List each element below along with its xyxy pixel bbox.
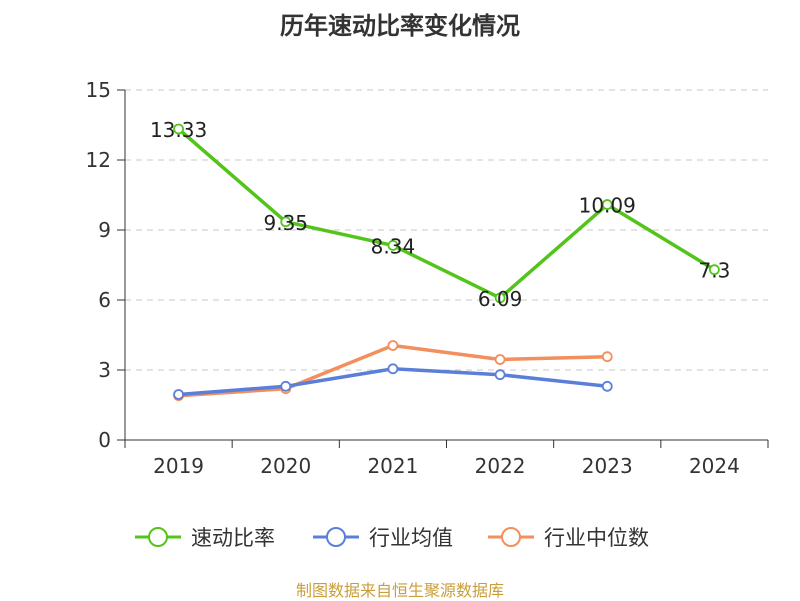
series-line-1 bbox=[177, 127, 716, 300]
data-point bbox=[173, 123, 184, 135]
data-point bbox=[494, 354, 506, 365]
legend: 速动比率 行业均值 行业中位数 bbox=[135, 526, 649, 550]
legend-label: 行业均值 bbox=[369, 526, 453, 550]
y-tick-label: 3 bbox=[98, 358, 111, 382]
x-tick-label: 2023 bbox=[582, 454, 633, 478]
chart-title: 历年速动比率变化情况 bbox=[280, 12, 520, 40]
legend-marker bbox=[326, 527, 346, 547]
y-tick-label: 0 bbox=[98, 428, 111, 452]
data-point bbox=[280, 380, 292, 392]
data-point bbox=[601, 380, 613, 392]
source-note: 制图数据来自恒生聚源数据库 bbox=[295, 581, 504, 600]
data-point bbox=[387, 363, 399, 375]
data-point bbox=[601, 199, 613, 210]
axes: 0 3 6 9 12 15 2019 2020 2021 2022 2023 2024 bbox=[86, 78, 769, 478]
x-tick-label: 2020 bbox=[260, 454, 311, 478]
data-point bbox=[387, 340, 399, 351]
x-tick-label: 2021 bbox=[367, 454, 418, 478]
y-tick-label: 15 bbox=[86, 78, 111, 102]
y-tick-label: 6 bbox=[98, 288, 111, 312]
data-label: 8.34 bbox=[371, 234, 416, 258]
x-tick-label: 2022 bbox=[475, 454, 526, 478]
legend-marker bbox=[148, 527, 168, 547]
data-point bbox=[494, 292, 506, 304]
data-labels: 13.33 9.35 8.34 6.09 10.09 7.3 bbox=[150, 118, 730, 311]
x-tick-label: 2019 bbox=[153, 454, 204, 478]
data-point bbox=[387, 239, 399, 251]
data-point bbox=[173, 389, 184, 400]
data-label: 10.09 bbox=[579, 194, 636, 218]
x-tick-label: 2024 bbox=[689, 454, 740, 478]
data-label: 13.33 bbox=[150, 118, 207, 142]
legend-marker bbox=[501, 527, 521, 547]
data-point bbox=[280, 216, 292, 228]
legend-label: 行业中位数 bbox=[544, 526, 649, 550]
data-point bbox=[709, 264, 720, 276]
data-label: 9.35 bbox=[263, 211, 308, 235]
data-label: 7.3 bbox=[699, 259, 731, 283]
y-tick-label: 12 bbox=[86, 148, 111, 172]
data-point bbox=[601, 351, 613, 363]
series-lines bbox=[173, 123, 720, 402]
data-label: 6.09 bbox=[478, 287, 523, 311]
y-tick-label: 9 bbox=[98, 218, 111, 242]
grid-lines bbox=[125, 89, 768, 371]
legend-label: 速动比率 bbox=[191, 526, 275, 550]
data-point bbox=[494, 369, 506, 381]
